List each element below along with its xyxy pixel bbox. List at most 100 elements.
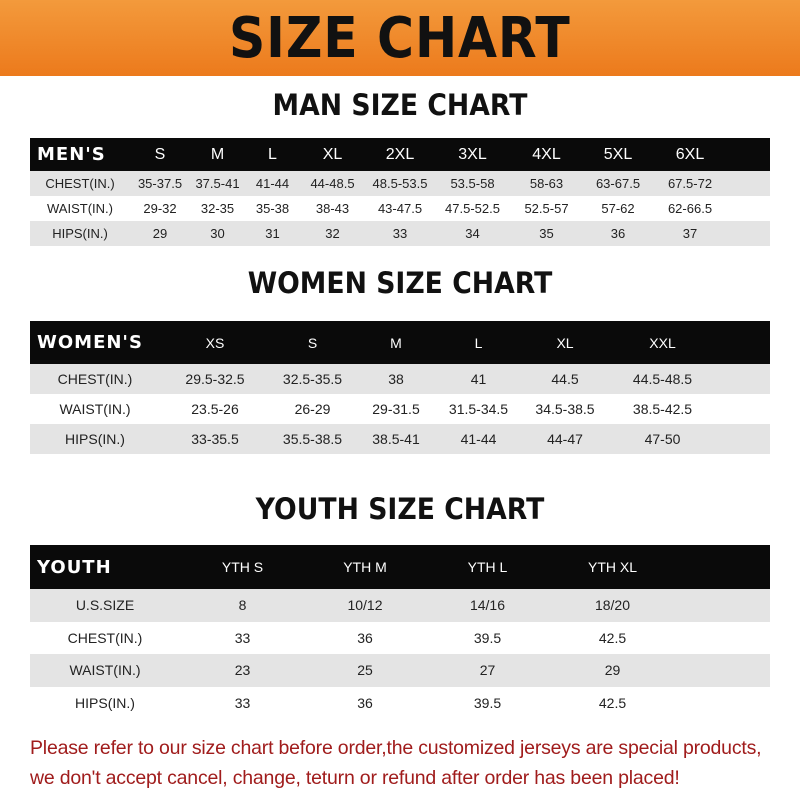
cell: 41 [470, 371, 487, 387]
men-size-table: MEN'S S M L XL 2XL 3XL 4XL 5XL 6XL CHEST(IN.) 35-37… [30, 138, 770, 246]
order-notice: Please refer to our size chart before or… [30, 733, 790, 793]
cell: 47-50 [644, 431, 681, 447]
cell: M [210, 145, 225, 163]
cell: 23 [234, 662, 251, 679]
row-label: WAIST(IN.) [47, 201, 113, 216]
row-label: HIPS(IN.) [75, 694, 135, 711]
cell: 47.5-52.5 [445, 201, 500, 216]
cell: L [474, 334, 483, 351]
cell: 18/20 [594, 597, 631, 614]
row-label: CHEST(IN.) [45, 176, 115, 191]
cell: 42.5 [598, 694, 627, 711]
table-row: CHEST(IN.) 33 36 39.5 42.5 [30, 622, 770, 655]
cell: 48.5-53.5 [372, 176, 428, 191]
cell: 5XL [603, 145, 633, 163]
cell: XXL [649, 334, 676, 351]
cell: 43-47.5 [377, 201, 423, 216]
cell: 53.5-58 [450, 176, 495, 191]
cell: 23.5-26 [191, 401, 239, 417]
cell: 26-29 [294, 401, 331, 417]
cell: S [154, 145, 166, 163]
cell: 41-44 [255, 176, 290, 191]
row-label: YOUTH [37, 556, 112, 578]
cell: 10/12 [347, 597, 383, 614]
cell: 37.5-41 [195, 176, 240, 191]
table-header-row: MEN'S S M L XL 2XL 3XL 4XL 5XL 6XL [30, 138, 770, 171]
cell: 36 [610, 226, 626, 241]
cell: 35 [539, 226, 554, 241]
cell: 2XL [385, 145, 415, 163]
youth-size-table: YOUTH YTH S YTH M YTH L YTH XL U.S.SIZE 8 10/12… [30, 545, 770, 719]
row-label: WOMEN'S [37, 332, 143, 353]
cell: 58-63 [529, 176, 564, 191]
cell: M [390, 334, 402, 351]
cell: 67.5-72 [667, 176, 713, 191]
cell: L [268, 145, 277, 163]
cell: 29-31.5 [372, 401, 420, 417]
cell: XL [556, 334, 574, 351]
cell: 14/16 [469, 597, 506, 614]
cell: YTH XL [587, 559, 637, 575]
cell: YTH M [343, 559, 387, 575]
cell: 32.5-35.5 [282, 371, 343, 387]
cell: 3XL [458, 145, 487, 163]
cell: 25 [357, 662, 373, 679]
cell: S [307, 334, 318, 351]
cell: 31 [265, 226, 280, 241]
cell: 37 [682, 226, 698, 241]
cell: 62-66.5 [667, 201, 713, 216]
row-label: U.S.SIZE [75, 597, 135, 614]
row-label: HIPS(IN.) [52, 226, 108, 241]
cell: 41-44 [460, 431, 497, 447]
table-row: WAIST(IN.) 23.5-26 26-29 29-31.5 31.5-34.5 34… [30, 394, 770, 424]
notice-line: we don't accept cancel, change, teturn o… [30, 767, 680, 789]
cell: XS [205, 334, 225, 351]
men-chart-title: MAN SIZE CHART [272, 88, 528, 122]
cell: 39.5 [473, 629, 502, 646]
cell: 33 [392, 226, 408, 241]
notice-line: Please refer to our size chart before or… [30, 737, 762, 759]
row-label: WAIST(IN.) [69, 662, 141, 679]
cell: XL [322, 145, 343, 163]
table-row: HIPS(IN.) 33 36 39.5 42.5 [30, 687, 770, 720]
cell: 39.5 [473, 694, 502, 711]
cell: 30 [210, 226, 225, 241]
cell: 29 [604, 662, 621, 679]
cell: 44-48.5 [310, 176, 355, 191]
row-label: HIPS(IN.) [65, 431, 125, 447]
cell: 8 [238, 597, 247, 614]
table-row: WAIST(IN.) 23 25 27 29 [30, 654, 770, 687]
cell: 29-32 [143, 201, 177, 216]
cell: 35-37.5 [137, 176, 183, 191]
cell: 33 [234, 694, 251, 711]
cell: 42.5 [598, 629, 627, 646]
cell: 6XL [675, 145, 705, 163]
cell: 38.5-41 [372, 431, 420, 447]
table-header-row: WOMEN'S XS S M L XL XXL [30, 321, 770, 364]
row-label: WAIST(IN.) [59, 401, 131, 417]
table-row: CHEST(IN.) 35-37.5 37.5-41 41-44 44-48.5 48.5… [30, 171, 770, 196]
women-chart-title: WOMEN SIZE CHART [247, 266, 553, 300]
cell: 44.5-48.5 [632, 371, 693, 387]
cell: 35-38 [255, 201, 290, 216]
cell: 4XL [532, 145, 561, 163]
cell: 44.5 [551, 371, 579, 387]
row-label: CHEST(IN.) [57, 371, 133, 387]
table-header-row: YOUTH YTH S YTH M YTH L YTH XL [30, 545, 770, 589]
row-label: CHEST(IN.) [67, 629, 143, 646]
size-chart-banner: SIZE CHART [0, 0, 800, 76]
cell: 32-35 [200, 201, 235, 216]
row-label: MEN'S [37, 144, 106, 165]
cell: 33-35.5 [191, 431, 239, 447]
cell: 57-62 [601, 201, 635, 216]
banner-title: SIZE CHART [229, 5, 571, 71]
table-row: U.S.SIZE 8 10/12 14/16 18/20 [30, 589, 770, 622]
women-size-table: WOMEN'S XS S M L XL XXL CHEST(IN.) 29.5-32.5 32.5… [30, 321, 770, 454]
table-row: HIPS(IN.) 33-35.5 35.5-38.5 38.5-41 41-44 44-… [30, 424, 770, 454]
cell: 38.5-42.5 [632, 401, 693, 417]
cell: 36 [357, 694, 373, 711]
table-row: CHEST(IN.) 29.5-32.5 32.5-35.5 38 41 44.5 44.5… [30, 364, 770, 394]
cell: 29.5-32.5 [185, 371, 245, 387]
cell: 52.5-57 [524, 201, 569, 216]
cell: 34.5-38.5 [535, 401, 595, 417]
